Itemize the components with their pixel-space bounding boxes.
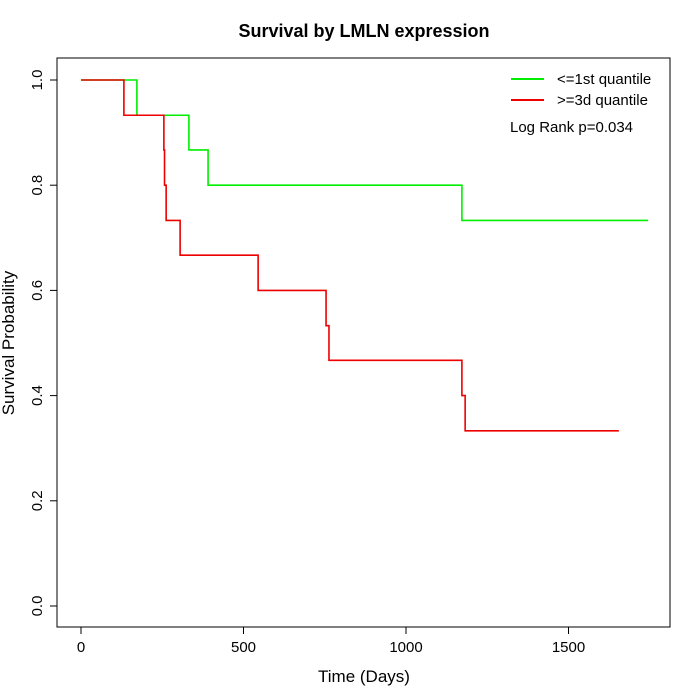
x-tick-label: 1000 <box>389 639 422 656</box>
plot-frame <box>56 57 671 628</box>
y-axis-label: Survival Probability <box>0 270 18 415</box>
y-tick-label: 0.8 <box>29 175 46 196</box>
chart-title: Survival by LMLN expression <box>238 21 489 41</box>
x-tick-label: 1500 <box>552 639 585 656</box>
y-tick-label: 1.0 <box>29 70 46 91</box>
y-tick-label: 0.6 <box>29 280 46 301</box>
legend-label-high: >=3d quantile <box>557 92 648 109</box>
y-tick-label: 0.2 <box>29 490 46 511</box>
y-tick-label: 0.4 <box>29 385 46 406</box>
series-low-line <box>81 79 649 222</box>
series-high-line <box>81 79 619 432</box>
x-axis-label: Time (Days) <box>318 667 410 686</box>
x-tick-label: 0 <box>77 639 85 656</box>
log-rank-annotation: Log Rank p=0.034 <box>510 119 633 136</box>
x-tick-label: 500 <box>231 639 256 656</box>
legend-label-low: <=1st quantile <box>557 71 651 88</box>
legend: <=1st quantile >=3d quantile Log Rank p=… <box>510 71 651 136</box>
y-tick-label: 0.0 <box>29 596 46 617</box>
